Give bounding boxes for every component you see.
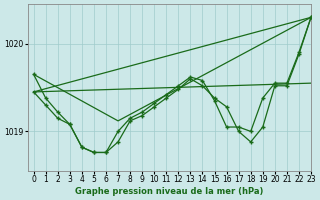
X-axis label: Graphe pression niveau de la mer (hPa): Graphe pression niveau de la mer (hPa) (75, 187, 263, 196)
